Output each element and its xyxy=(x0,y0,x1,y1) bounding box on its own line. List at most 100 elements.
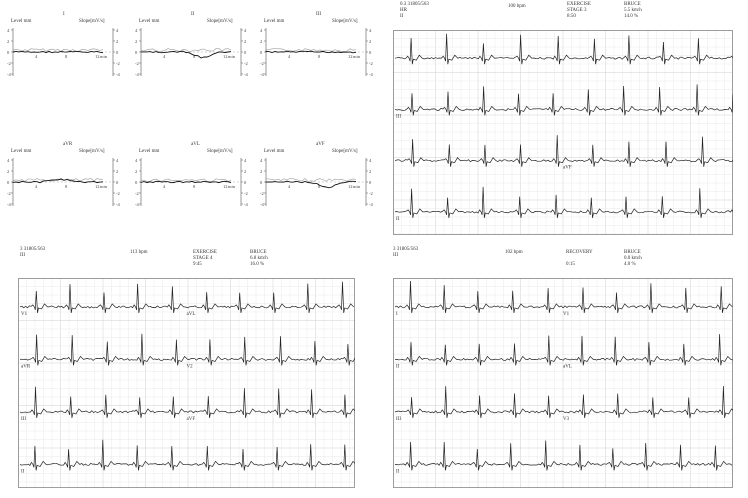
slope-tick-label: -2 xyxy=(116,191,120,196)
slope-tick-label: 2 xyxy=(116,169,118,174)
trend-lead-label: III xyxy=(316,12,321,17)
level-tick-label: 0 xyxy=(135,180,138,185)
time-tick-label: 8 xyxy=(318,184,321,189)
time-unit-label: min xyxy=(228,54,236,59)
slope-tick-label: 0 xyxy=(369,180,372,185)
patient-id: 0.3 31805/563 xyxy=(400,2,429,7)
trend-panel-ii: II Level mm Slope[mV/s] 4 2 0 -2 -4 4 2 0 -2 -4 4 8 12 m… xyxy=(133,10,251,85)
time-tick-label: 12 xyxy=(95,54,100,59)
lead-label-left: V1 xyxy=(21,312,28,317)
treadmill-speed: 6.8 km/h xyxy=(250,256,268,261)
level-tick-label: -2 xyxy=(260,61,264,66)
level-axis-label: Level mm xyxy=(139,149,160,154)
time-tick-label: 8 xyxy=(318,54,321,59)
slope-tick-label: -4 xyxy=(369,72,373,77)
time-tick-label: 12 xyxy=(95,184,100,189)
slope-tick-label: 0 xyxy=(369,50,372,55)
trend-plot: 4 2 0 -2 -4 4 2 0 -2 -4 4 8 12 min xyxy=(135,158,248,207)
slope-axis-label: Slope[mV/s] xyxy=(332,19,358,24)
level-tick-label: -2 xyxy=(260,191,264,196)
lead-label-left: III xyxy=(21,417,26,422)
slope-tick-label: 4 xyxy=(116,28,119,33)
level-tick-label: 4 xyxy=(135,28,138,33)
slope-tick-label: 4 xyxy=(369,158,372,163)
time-tick-label: 12 xyxy=(223,184,228,189)
level-tick-label: 4 xyxy=(7,28,10,33)
elapsed-time: 8:50 xyxy=(567,14,576,19)
trend-panel-avr: aVR Level mm Slope[mV/s] 4 2 0 -2 -4 4 2 0 -2 -4 4 8 12… xyxy=(5,140,123,215)
patient-id: 3 31805/563 xyxy=(393,247,419,252)
time-tick-label: 12 xyxy=(223,54,228,59)
level-tick-label: 0 xyxy=(260,180,263,185)
heart-rate: 113 bpm xyxy=(130,250,148,255)
lead-label-left: II xyxy=(396,469,400,474)
level-tick-label: 2 xyxy=(7,39,9,44)
heart-rate-label: HR xyxy=(400,8,407,13)
ecg-strip-bottom-left: V1 aVL aVR V2 III aVF II xyxy=(18,278,355,488)
slope-tick-label: -2 xyxy=(116,61,120,66)
time-unit-label: min xyxy=(100,184,108,189)
elapsed-time: 9:45 xyxy=(193,262,202,267)
slope-tick-label: 2 xyxy=(244,39,246,44)
slope-tick-label: -4 xyxy=(369,202,373,207)
phase: RECOVERY xyxy=(566,250,593,255)
lead-label-left: II xyxy=(396,364,400,369)
slope-tick-label: 4 xyxy=(244,158,247,163)
level-tick-label: -4 xyxy=(7,72,11,77)
lead-label: II xyxy=(400,14,404,19)
slope-tick-label: -2 xyxy=(369,191,373,196)
ecg-trace xyxy=(19,333,355,366)
slope-tick-label: -2 xyxy=(244,191,248,196)
trend-panel-avl: aVL Level mm Slope[mV/s] 4 2 0 -2 -4 4 2 0 -2 -4 4 8 12… xyxy=(133,140,251,215)
ecg-trace xyxy=(394,385,733,418)
ecg-trace xyxy=(394,186,733,218)
ecg-trace xyxy=(394,84,733,116)
slope-axis-label: Slope[mV/s] xyxy=(207,149,233,154)
slope-axis-label: Slope[mV/s] xyxy=(79,19,105,24)
slope-axis-label: Slope[mV/s] xyxy=(79,149,105,154)
ecg-trace xyxy=(394,135,733,167)
time-unit-label: min xyxy=(100,54,108,59)
ecg-trace xyxy=(19,439,355,471)
slope-axis-label: Slope[mV/s] xyxy=(332,149,358,154)
treadmill-speed: 0.0 km/h xyxy=(624,256,642,261)
elapsed-time: 0:15 xyxy=(566,262,575,267)
lead-label-left: II xyxy=(21,469,25,474)
lead-label-right: V1 xyxy=(563,312,570,317)
treadmill-grade: 4.0 % xyxy=(624,262,636,267)
level-tick-label: -2 xyxy=(7,191,11,196)
slope-tick-label: 2 xyxy=(369,169,371,174)
level-tick-label: -4 xyxy=(135,202,139,207)
trend-lead-label: II xyxy=(191,12,195,17)
trend-panel-iii: III Level mm Slope[mV/s] 4 2 0 -2 -4 4 2 0 -2 -4 4 8 12… xyxy=(258,10,376,85)
slope-tick-label: 4 xyxy=(116,158,119,163)
ecg-trace xyxy=(395,440,733,471)
slope-tick-label: -2 xyxy=(244,61,248,66)
slope-tick-label: -4 xyxy=(244,202,248,207)
ecg-trace xyxy=(394,280,733,313)
trend-panel-i: I Level mm Slope[mV/s] 4 2 0 -2 -4 4 2 0 -2 -4 4 8 12 mi… xyxy=(5,10,123,85)
trend-plot: 4 2 0 -2 -4 4 2 0 -2 -4 4 8 12 min xyxy=(7,28,120,77)
lead-label-right: V2 xyxy=(187,364,194,369)
slope-tick-label: 2 xyxy=(244,169,246,174)
level-tick-label: 4 xyxy=(260,28,263,33)
slope-tick-label: 2 xyxy=(369,39,371,44)
time-tick-label: 8 xyxy=(65,54,68,59)
slope-tick-label: 4 xyxy=(369,28,372,33)
lead-label-right: aVF xyxy=(187,417,196,422)
phase: EXERCISE xyxy=(567,2,591,7)
time-tick-label: 8 xyxy=(193,184,196,189)
trend-lead-label: aVR xyxy=(63,142,73,147)
level-tick-label: -4 xyxy=(260,202,264,207)
trend-plot: 4 2 0 -2 -4 4 2 0 -2 -4 4 8 12 min xyxy=(7,158,120,207)
ecg-trace xyxy=(394,33,733,65)
time-tick-label: 8 xyxy=(193,54,196,59)
time-unit-label: min xyxy=(228,184,236,189)
level-tick-label: -4 xyxy=(7,202,11,207)
trend-lead-label: aVF xyxy=(316,142,325,147)
level-tick-label: 0 xyxy=(135,50,138,55)
level-tick-label: 2 xyxy=(135,39,137,44)
level-axis-label: Level mm xyxy=(11,149,32,154)
ecg-trace xyxy=(395,334,733,366)
level-axis-label: Level mm xyxy=(264,149,285,154)
